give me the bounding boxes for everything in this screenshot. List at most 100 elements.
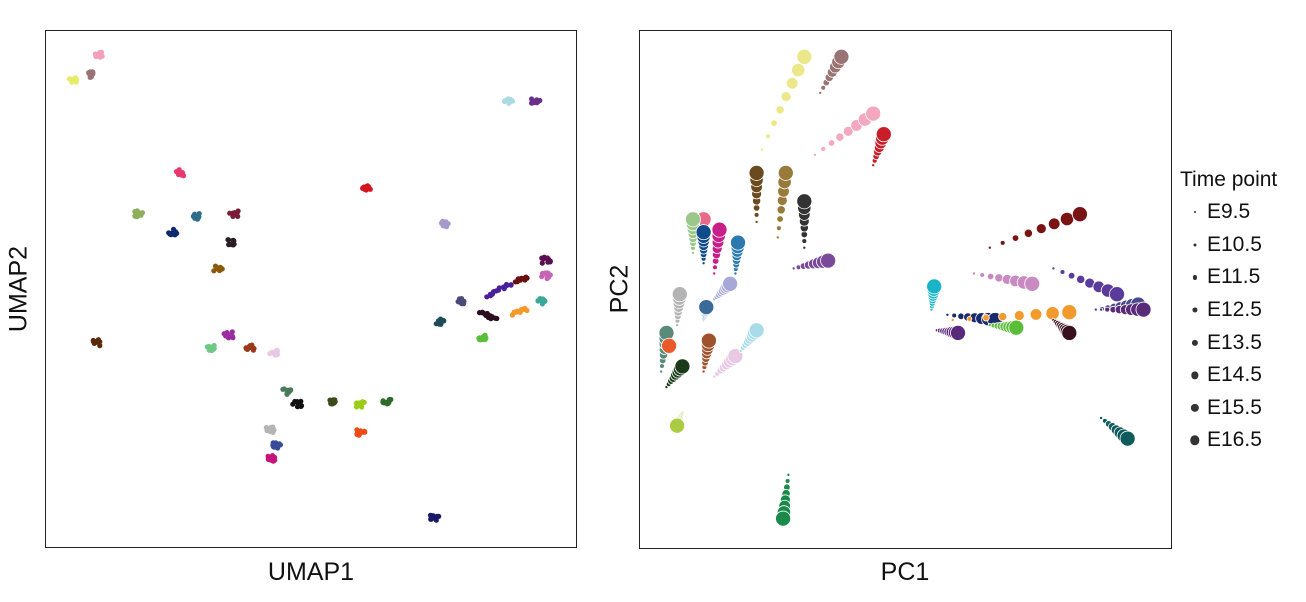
umap-cluster bbox=[477, 310, 500, 322]
pca-point bbox=[821, 85, 826, 90]
pca-trajectory bbox=[699, 300, 714, 322]
umap-point bbox=[174, 231, 179, 236]
pca-trajectory bbox=[739, 323, 764, 353]
umap-point bbox=[504, 282, 509, 287]
umap-point bbox=[211, 347, 216, 352]
pca-y-axis-label: PC2 bbox=[606, 265, 635, 314]
umap-cluster bbox=[205, 343, 217, 353]
pca-point bbox=[872, 164, 875, 167]
umap-cluster bbox=[535, 296, 547, 307]
pca-point bbox=[1030, 309, 1042, 321]
legend-label: E13.5 bbox=[1207, 331, 1262, 355]
legend-size-marker bbox=[1191, 404, 1199, 412]
pca-trajectory bbox=[927, 279, 942, 311]
legend-item: E11.5 bbox=[1180, 261, 1304, 294]
pca-trajectory bbox=[713, 349, 743, 379]
pca-point bbox=[1105, 307, 1110, 312]
umap-point bbox=[333, 399, 338, 404]
pca-trajectory bbox=[819, 49, 849, 94]
pca-point bbox=[760, 148, 763, 151]
umap-cluster bbox=[227, 208, 241, 219]
pca-point bbox=[675, 359, 690, 374]
umap-point bbox=[295, 400, 300, 405]
umap-cluster bbox=[380, 397, 393, 407]
pca-point bbox=[995, 274, 1003, 282]
umap-cluster bbox=[327, 397, 337, 406]
legend-size-marker bbox=[1191, 372, 1198, 379]
umap-point bbox=[230, 211, 235, 216]
legend-size-marker bbox=[1192, 308, 1197, 313]
legend-item: E9.5 bbox=[1180, 196, 1304, 229]
pca-point bbox=[712, 222, 727, 237]
umap-point bbox=[540, 261, 545, 266]
pca-point bbox=[950, 325, 965, 340]
pca-point bbox=[754, 212, 759, 217]
pca-point bbox=[987, 273, 994, 280]
pca-trajectory bbox=[1052, 267, 1125, 302]
pca-point bbox=[999, 312, 1007, 320]
legend-title: Time point bbox=[1180, 168, 1304, 192]
pca-point bbox=[972, 272, 975, 275]
umap-plot-area bbox=[45, 30, 577, 548]
pca-point bbox=[1036, 224, 1046, 234]
pca-point bbox=[1094, 308, 1097, 311]
pca-point bbox=[702, 262, 705, 265]
umap-cluster bbox=[67, 75, 80, 84]
pca-x-axis-label: PC1 bbox=[881, 558, 930, 587]
umap-point bbox=[225, 237, 230, 242]
legend-item: E10.5 bbox=[1180, 229, 1304, 262]
pca-point bbox=[1025, 276, 1040, 291]
legend-label: E10.5 bbox=[1207, 233, 1262, 257]
pca-trajectory bbox=[749, 165, 764, 223]
umap-cluster bbox=[91, 337, 103, 348]
pca-point bbox=[1120, 431, 1135, 446]
umap-cluster bbox=[502, 96, 515, 106]
pca-point bbox=[672, 287, 687, 302]
umap-point bbox=[285, 389, 290, 394]
umap-point bbox=[86, 71, 91, 76]
umap-point bbox=[230, 329, 235, 334]
umap-cluster bbox=[93, 50, 105, 60]
pca-point bbox=[1052, 267, 1055, 270]
pca-point bbox=[777, 216, 784, 223]
umap-point bbox=[269, 455, 274, 460]
pca-point bbox=[821, 253, 836, 268]
umap-point bbox=[230, 335, 235, 340]
umap-cluster bbox=[132, 208, 145, 219]
pca-point bbox=[834, 49, 849, 64]
pca-point bbox=[821, 146, 826, 151]
pca-point bbox=[951, 318, 954, 321]
pca-point bbox=[701, 333, 716, 348]
umap-point bbox=[509, 282, 514, 287]
umap-cluster bbox=[191, 211, 202, 222]
umap-point bbox=[360, 399, 365, 404]
umap-point bbox=[270, 426, 275, 431]
pca-point bbox=[1009, 320, 1024, 335]
pca-point bbox=[1046, 307, 1059, 320]
pca-trajectory bbox=[1100, 416, 1136, 446]
umap-point bbox=[435, 514, 440, 519]
umap-point bbox=[217, 267, 222, 272]
time-point-legend: Time point E9.5 E10.5 E11.5 E12.5 E13.5 … bbox=[1180, 168, 1304, 457]
pca-scatter bbox=[640, 31, 1170, 547]
umap-point bbox=[502, 99, 507, 104]
umap-point bbox=[277, 441, 282, 446]
pca-point bbox=[755, 220, 758, 223]
pca-plot-area bbox=[639, 30, 1172, 549]
pca-point bbox=[866, 106, 881, 121]
umap-cluster bbox=[222, 329, 236, 340]
umap-point bbox=[236, 208, 241, 213]
umap-cluster bbox=[456, 296, 467, 306]
pca-point bbox=[660, 370, 663, 373]
pca-point bbox=[776, 236, 779, 239]
umap-cluster bbox=[270, 440, 283, 450]
umap-cluster bbox=[264, 425, 277, 436]
umap-point bbox=[280, 387, 285, 392]
umap-point bbox=[531, 100, 536, 105]
umap-point bbox=[497, 285, 502, 290]
pca-point bbox=[713, 265, 718, 270]
pca-point bbox=[836, 133, 844, 141]
pca-point bbox=[713, 272, 716, 275]
pca-point bbox=[786, 77, 798, 89]
pca-point bbox=[659, 325, 674, 340]
